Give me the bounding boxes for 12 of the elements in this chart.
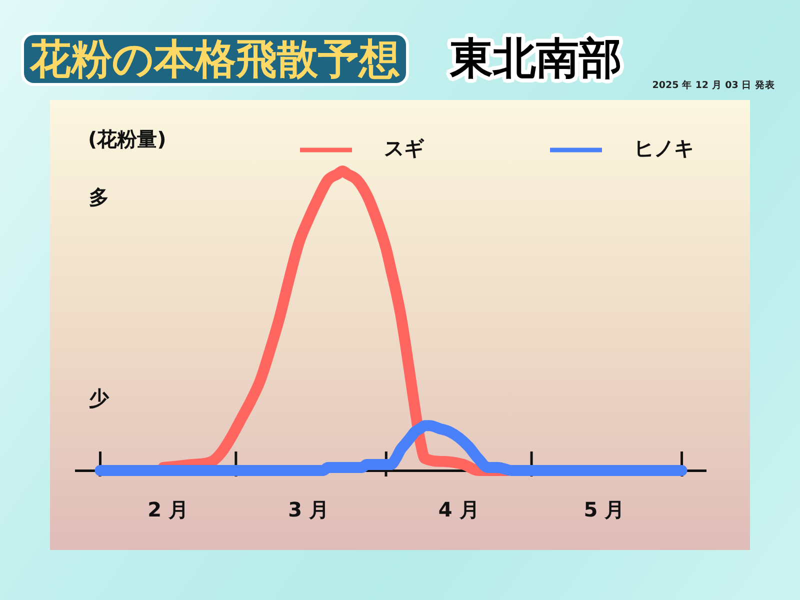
x-tick-label: 2 月	[148, 498, 189, 522]
legend-label: ヒノキ	[634, 136, 694, 160]
chart-title: 花粉の本格飛散予想	[24, 35, 406, 83]
chart-subtitle: 東北南部	[450, 34, 622, 84]
annotation: 少	[89, 386, 110, 410]
x-tick-label: 4 月	[438, 498, 480, 522]
x-tick-label: 3 月	[288, 498, 330, 522]
y-axis-title: (花粉量)	[88, 127, 166, 152]
annotation: 多	[89, 185, 109, 210]
text: 2025 年 12 月 03 日 発表	[652, 79, 775, 93]
x-tick-label: 5 月	[584, 498, 625, 522]
legend-label: スギ	[384, 136, 425, 160]
